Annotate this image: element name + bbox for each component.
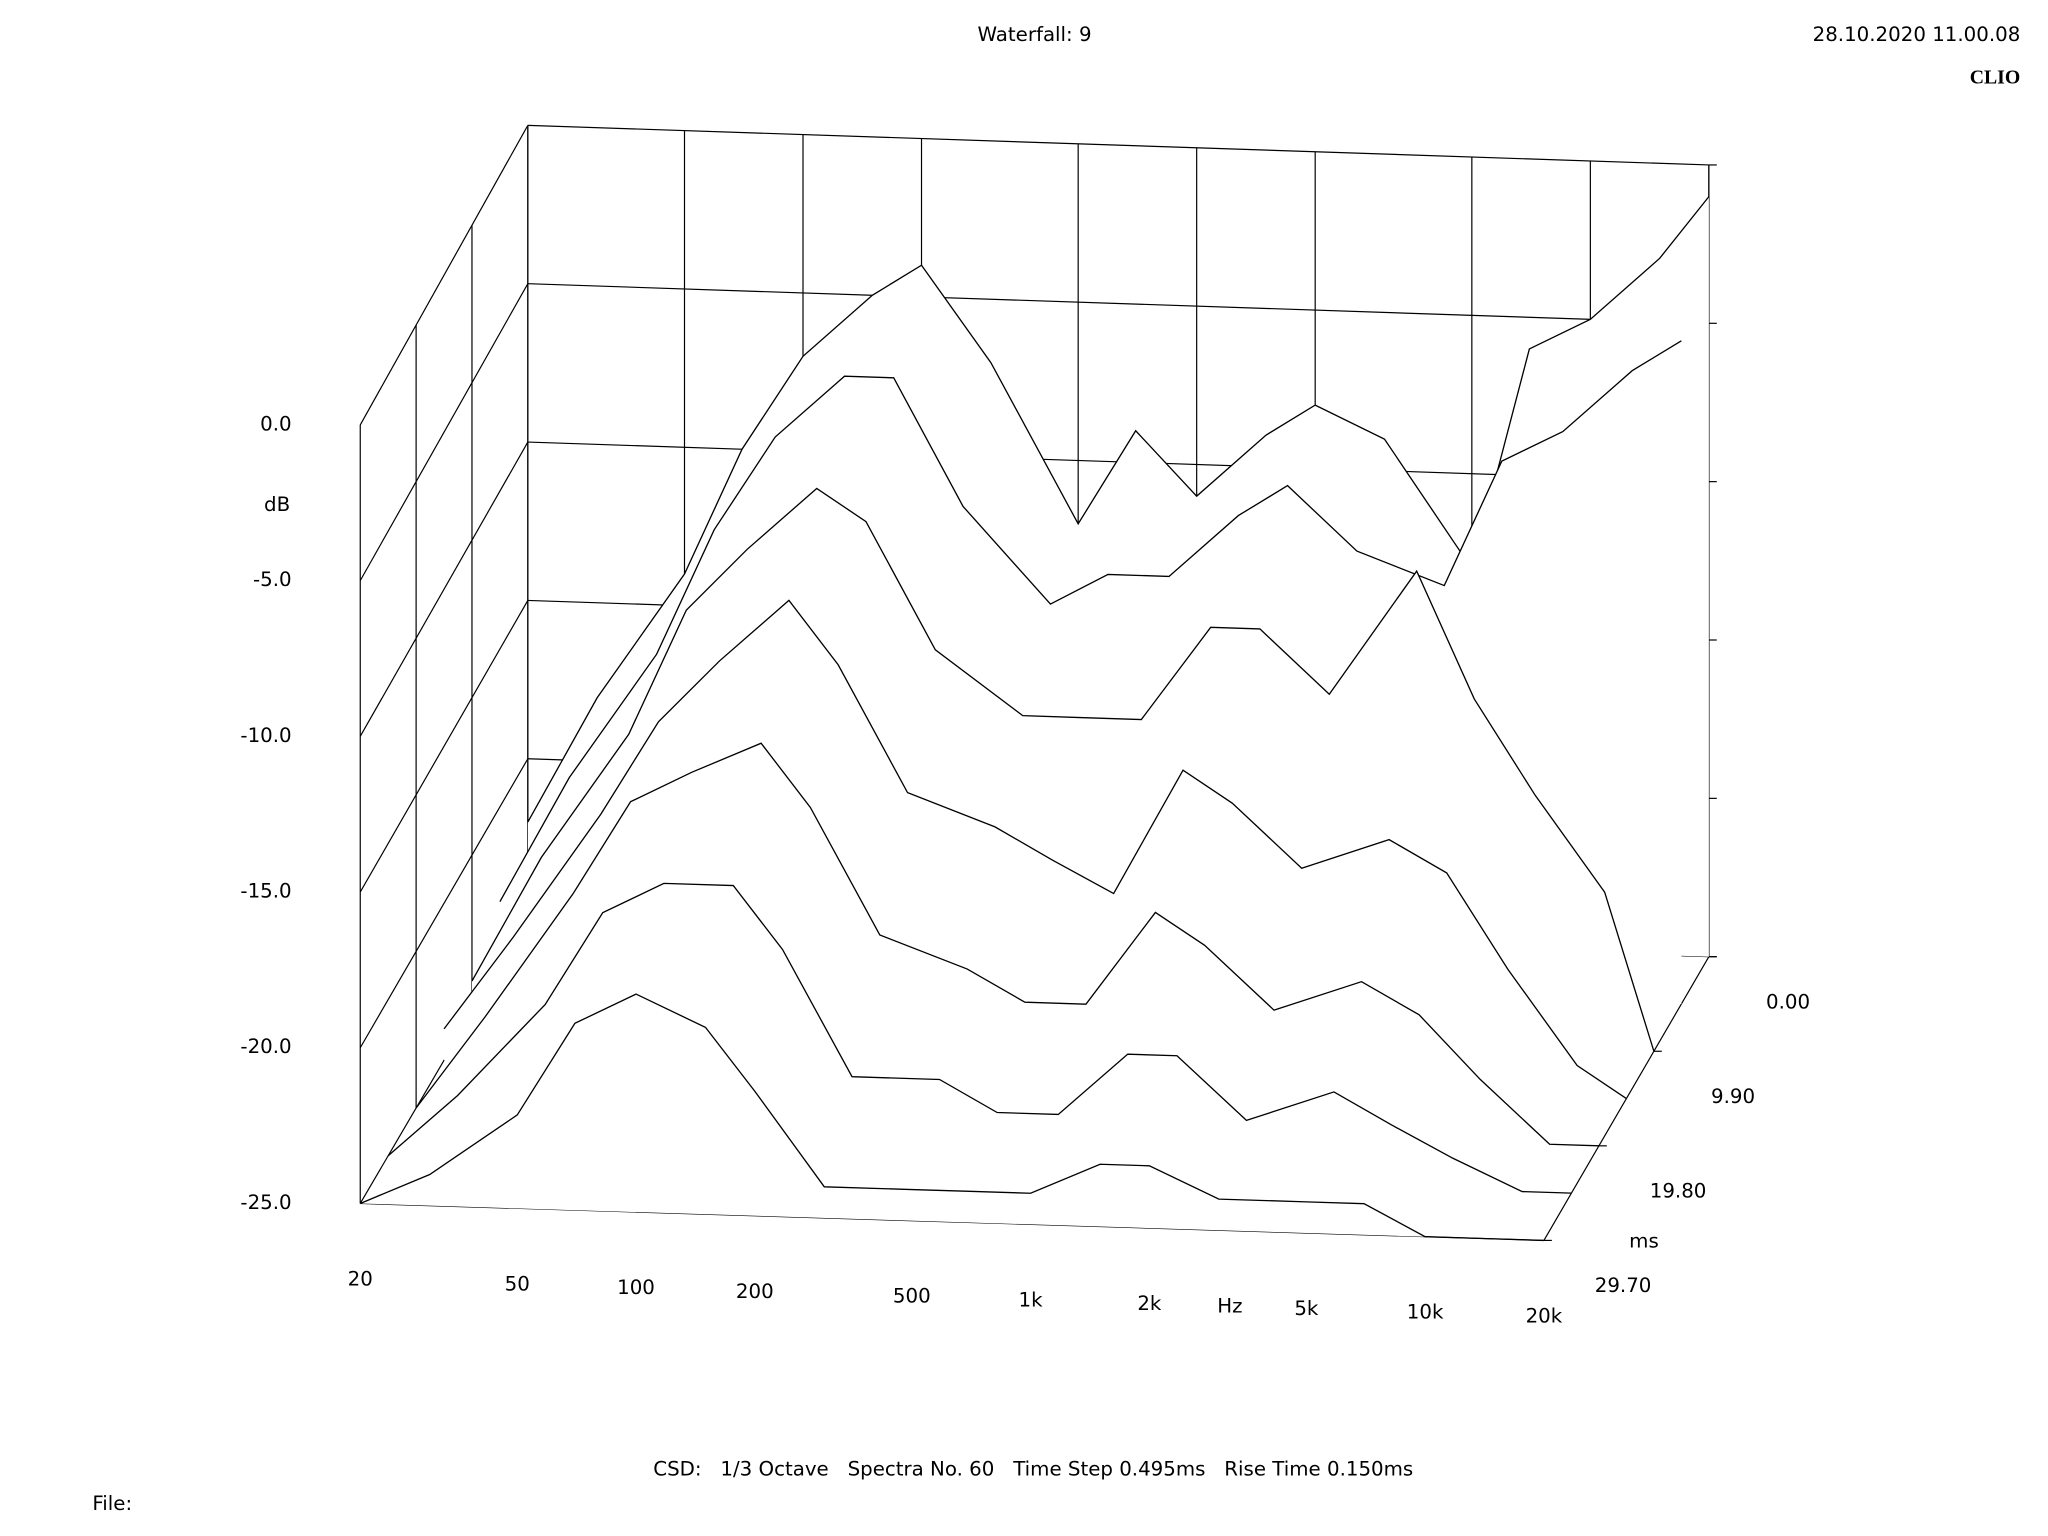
timestamp: 28.10.2020 11.00.08	[1813, 23, 2021, 46]
x-tick-label: 1k	[1019, 1288, 1044, 1311]
grid-line	[359, 758, 529, 1049]
brand: CLIO	[1970, 67, 2021, 89]
spectrum-line	[471, 487, 1655, 1052]
y-tick-label: -10.0	[240, 724, 291, 747]
x-tick-label: 50	[505, 1272, 530, 1295]
z-tick-label: 9.90	[1711, 1085, 1755, 1108]
grid-line	[527, 283, 1709, 324]
z-axis-label: ms	[1629, 1229, 1659, 1252]
x-axis-label: Hz	[1217, 1295, 1242, 1318]
z-tick-label: 0.00	[1766, 990, 1810, 1013]
grid-line	[359, 600, 529, 893]
spectrum-line	[415, 742, 1599, 1147]
grid-line	[359, 283, 529, 581]
y-tick-label: -25.0	[240, 1191, 291, 1214]
z-tick-label: 19.80	[1650, 1180, 1707, 1203]
x-tick-label: 20k	[1526, 1304, 1563, 1327]
grid-line	[527, 124, 1709, 166]
y-tick-label: -15.0	[240, 880, 291, 903]
spectrum-line	[527, 196, 1710, 823]
z-tick-label: 29.70	[1595, 1274, 1652, 1297]
chart-title: Waterfall: 9	[978, 23, 1092, 46]
spectrum-line	[499, 340, 1682, 902]
x-tick-label: 5k	[1294, 1297, 1319, 1320]
spectrum-line	[443, 599, 1627, 1100]
y-tick-label: -20.0	[240, 1035, 291, 1058]
spectrum-line	[359, 993, 1544, 1242]
x-tick-label: 2k	[1137, 1292, 1162, 1315]
slice-mask	[360, 994, 1544, 1241]
grid-line	[359, 441, 529, 737]
x-tick-label: 100	[617, 1276, 655, 1299]
x-tick-label: 200	[736, 1280, 774, 1303]
file-label: File:	[92, 1492, 132, 1515]
spectrum-line	[387, 882, 1572, 1194]
x-tick-label: 20	[348, 1268, 373, 1291]
x-tick-label: 500	[893, 1285, 931, 1308]
y-tick-label: 0.0	[260, 412, 291, 435]
grid-line	[359, 125, 529, 426]
y-axis-label: dB	[264, 493, 290, 516]
x-tick-label: 10k	[1407, 1301, 1444, 1324]
y-tick-label: -5.0	[253, 568, 292, 591]
footer: CSD: 1/3 Octave Spectra No. 60 Time Step…	[653, 1458, 1413, 1481]
